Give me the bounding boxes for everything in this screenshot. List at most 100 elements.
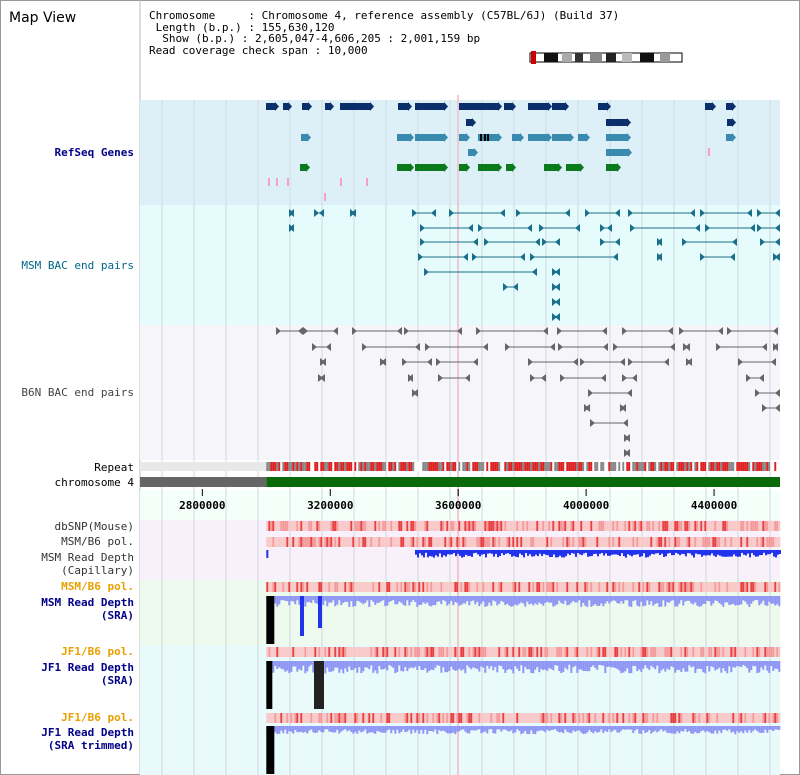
repeat-mark xyxy=(362,462,365,471)
msm-b6-pol2-mark xyxy=(440,582,443,592)
jf1-sra-depth-bar xyxy=(558,661,561,671)
msm-b6-pol-mark xyxy=(418,537,421,547)
repeat-mark xyxy=(680,462,683,471)
jf1-trim-depth-bar xyxy=(716,726,719,734)
jf1-b6-pol2-mark xyxy=(444,713,447,723)
jf1-sra-depth-bar xyxy=(336,661,339,668)
jf1-b6-pol-mark xyxy=(552,647,555,657)
msm-b6-pol-mark xyxy=(472,537,475,547)
msm-b6-pol-mark xyxy=(530,537,533,547)
jf1-trim-depth-bar xyxy=(358,726,361,731)
jf1-sra-depth-bar xyxy=(580,661,583,670)
msm-sra-depth-bar xyxy=(722,596,725,607)
repeat-mark xyxy=(722,462,725,471)
jf1-sra-depth-bar xyxy=(532,661,535,674)
capillary-depth-bar xyxy=(631,550,633,557)
msm-sra-depth-bar xyxy=(536,596,539,605)
dbsnp-mark xyxy=(704,521,707,531)
repeat-mark xyxy=(498,462,501,471)
jf1-sra-depth-bar xyxy=(596,661,599,670)
msm-b6-pol2-mark xyxy=(370,582,373,592)
msm-b6-pol2-mark xyxy=(470,582,473,592)
jf1-b6-pol2-mark xyxy=(702,713,705,723)
dbsnp-mark xyxy=(542,521,545,531)
msm-b6-pol2-mark xyxy=(316,582,319,592)
jf1-sra-depth-bar xyxy=(330,661,333,672)
msm-b6-pol2-mark xyxy=(710,582,713,592)
repeat-mark xyxy=(478,462,481,471)
msm-b6-pol2-mark xyxy=(582,582,585,592)
msm-sra-depth-bar xyxy=(570,596,573,603)
msm-b6-pol-mark xyxy=(338,537,341,547)
msm-b6-pol-mark xyxy=(690,537,693,547)
jf1-trim-depth-bar xyxy=(306,726,309,734)
jf1-b6-pol2-mark xyxy=(762,713,765,723)
jf1-b6-pol2-mark xyxy=(360,713,363,723)
jf1-trim-depth-bar xyxy=(368,726,371,733)
msm-sra-depth-bar xyxy=(336,596,339,605)
msm-bac-end xyxy=(657,238,662,246)
jf1-trim-depth-bar xyxy=(586,726,589,733)
capillary-depth-bar xyxy=(437,550,439,557)
msm-sra-depth-bar xyxy=(388,596,391,603)
msm-b6-pol-mark xyxy=(596,537,599,547)
jf1-sra-depth-bar xyxy=(422,661,425,670)
b6n-bac-end xyxy=(413,389,418,397)
jf1-b6-pol-mark xyxy=(648,647,651,657)
jf1-b6-pol-mark xyxy=(306,647,309,657)
msm-b6-pol2-mark xyxy=(364,582,367,592)
jf1-sra-depth-bar xyxy=(722,661,725,669)
jf1-trim-depth-bar xyxy=(336,726,339,730)
jf1-trim-depth-bar xyxy=(366,726,369,734)
jf1-b6-pol2-mark xyxy=(530,713,533,723)
msm-sra-depth-bar xyxy=(638,596,641,607)
msm-sra-depth-bar xyxy=(772,596,775,604)
repeat-mark xyxy=(758,462,761,471)
msm-b6-pol2-mark xyxy=(414,582,417,592)
jf1-b6-pol2-mark xyxy=(302,713,305,723)
jf1-sra-depth-bar xyxy=(332,661,335,671)
msm-b6-pol-mark xyxy=(446,537,449,547)
msm-b6-pol-mark xyxy=(728,537,731,547)
msm-sra-depth-bar xyxy=(546,596,549,602)
jf1-b6-pol2-mark xyxy=(330,713,333,723)
repeat-mark xyxy=(384,462,387,471)
jf1-b6-pol2-mark xyxy=(364,713,367,723)
jf1-trim-depth-bar xyxy=(506,726,509,731)
jf1-trim-depth-bar xyxy=(628,726,631,730)
b6n-bac-end xyxy=(560,374,565,382)
repeat-mark xyxy=(482,462,485,471)
jf1-sra-depth-bar xyxy=(606,661,609,667)
msm-bac-end xyxy=(630,224,635,232)
b6n-bac-end xyxy=(687,358,692,366)
msm-bac-end xyxy=(615,209,620,217)
repeat-mark xyxy=(406,462,409,471)
jf1-sra-depth-bar xyxy=(666,661,669,669)
msm-bac-end xyxy=(750,224,755,232)
msm-b6-pol-mark xyxy=(478,537,481,547)
jf1-b6-pol2-mark xyxy=(758,713,761,723)
repeat-mark xyxy=(606,462,609,471)
capillary-depth-bar xyxy=(651,550,653,554)
dbsnp-mark xyxy=(370,521,373,531)
msm-bac-end xyxy=(527,224,532,232)
dbsnp-mark xyxy=(322,521,325,531)
jf1-sra-depth-bar xyxy=(300,661,303,671)
dbsnp-mark xyxy=(598,521,601,531)
jf1-b6-pol-mark xyxy=(320,647,323,657)
jf1-trim-depth-bar xyxy=(464,726,467,732)
dbsnp-mark xyxy=(588,521,591,531)
dbsnp-mark xyxy=(580,521,583,531)
jf1-b6-pol-mark xyxy=(424,647,427,657)
jf1-b6-pol-mark xyxy=(416,647,419,657)
dbsnp-mark xyxy=(324,521,327,531)
jf1-b6-pol2-mark xyxy=(484,713,487,723)
b6n-bac-end xyxy=(771,358,776,366)
capillary-depth-bar xyxy=(701,550,703,557)
dbsnp-mark xyxy=(300,521,303,531)
repeat-mark xyxy=(480,462,483,471)
jf1-sra-depth-bar xyxy=(614,661,617,668)
msm-bac-end xyxy=(585,209,590,217)
msm-b6-pol-mark xyxy=(306,537,309,547)
